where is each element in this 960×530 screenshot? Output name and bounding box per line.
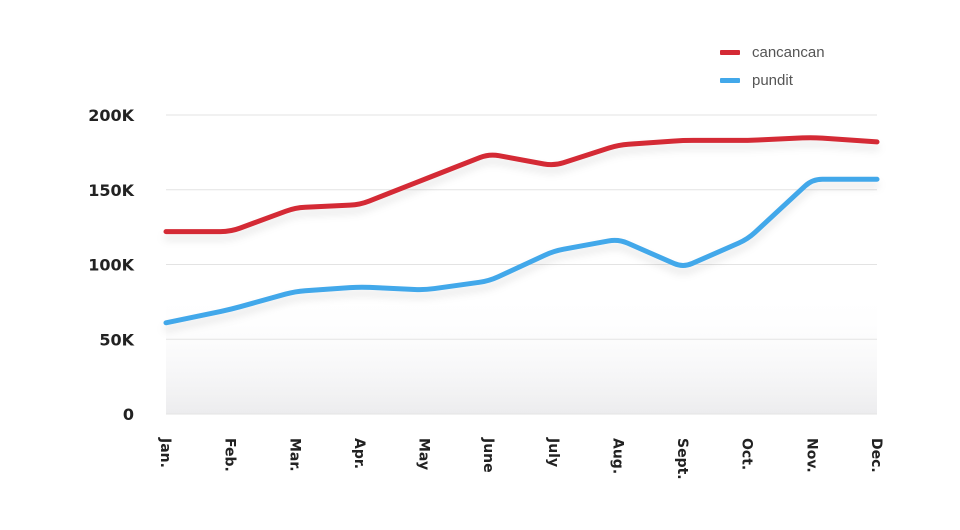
legend-swatch-pundit xyxy=(720,77,740,83)
data-point-cancancan[interactable] xyxy=(874,139,880,145)
x-tick-label: Oct. xyxy=(739,438,755,470)
data-point-pundit[interactable] xyxy=(228,306,234,312)
data-point-cancancan[interactable] xyxy=(680,137,686,143)
y-tick-label: 200K xyxy=(88,106,134,125)
data-point-cancancan[interactable] xyxy=(615,142,621,148)
data-point-pundit[interactable] xyxy=(292,288,298,294)
x-axis: Jan. Feb. Mar. Apr. May June July Aug. Sept. Oct.… xyxy=(157,437,884,480)
data-point-cancancan[interactable] xyxy=(486,151,492,157)
data-point-pundit[interactable] xyxy=(874,176,880,182)
data-point-cancancan[interactable] xyxy=(228,229,234,235)
x-tick-label: Sept. xyxy=(674,438,690,480)
legend-item-pundit[interactable]: pundit xyxy=(720,66,825,94)
x-tick-label: Aug. xyxy=(609,438,625,474)
x-tick-label: Dec. xyxy=(868,438,884,473)
legend-item-cancancan[interactable]: cancancan xyxy=(720,38,825,66)
data-point-pundit[interactable] xyxy=(615,236,621,242)
data-point-pundit[interactable] xyxy=(163,320,169,326)
data-point-cancancan[interactable] xyxy=(422,176,428,182)
legend-label-pundit: pundit xyxy=(752,71,793,89)
data-point-cancancan[interactable] xyxy=(745,137,751,143)
data-point-cancancan[interactable] xyxy=(809,134,815,140)
legend: cancancan pundit xyxy=(720,38,825,94)
x-tick-label: July xyxy=(545,437,561,467)
x-tick-label: Nov. xyxy=(803,438,819,473)
data-point-pundit[interactable] xyxy=(680,264,686,270)
y-tick-label: 150K xyxy=(88,181,134,200)
x-tick-label: Feb. xyxy=(222,438,238,472)
x-tick-label: Jan. xyxy=(157,437,173,468)
y-tick-label: 0 xyxy=(123,405,134,424)
plot-background xyxy=(166,290,877,414)
data-point-cancancan[interactable] xyxy=(292,205,298,211)
legend-label-cancancan: cancancan xyxy=(752,43,825,61)
data-point-pundit[interactable] xyxy=(551,248,557,254)
data-point-pundit[interactable] xyxy=(486,278,492,284)
data-point-pundit[interactable] xyxy=(357,284,363,290)
data-point-pundit[interactable] xyxy=(422,287,428,293)
x-tick-label: Apr. xyxy=(351,438,367,469)
legend-swatch-cancancan xyxy=(720,49,740,55)
y-tick-label: 50K xyxy=(99,330,134,349)
series-line-pundit[interactable] xyxy=(163,176,880,326)
data-point-cancancan[interactable] xyxy=(357,202,363,208)
data-point-pundit[interactable] xyxy=(745,236,751,242)
data-point-cancancan[interactable] xyxy=(551,163,557,169)
data-point-cancancan[interactable] xyxy=(163,229,169,235)
x-tick-label: June xyxy=(480,437,496,473)
y-tick-label: 100K xyxy=(88,256,134,275)
x-tick-label: May xyxy=(416,438,432,470)
y-axis: 0 50K 100K 150K 200K xyxy=(88,106,134,424)
x-tick-label: Mar. xyxy=(286,438,302,472)
data-point-pundit[interactable] xyxy=(809,176,815,182)
series-lines xyxy=(163,134,880,326)
series-line-cancancan[interactable] xyxy=(163,135,880,235)
